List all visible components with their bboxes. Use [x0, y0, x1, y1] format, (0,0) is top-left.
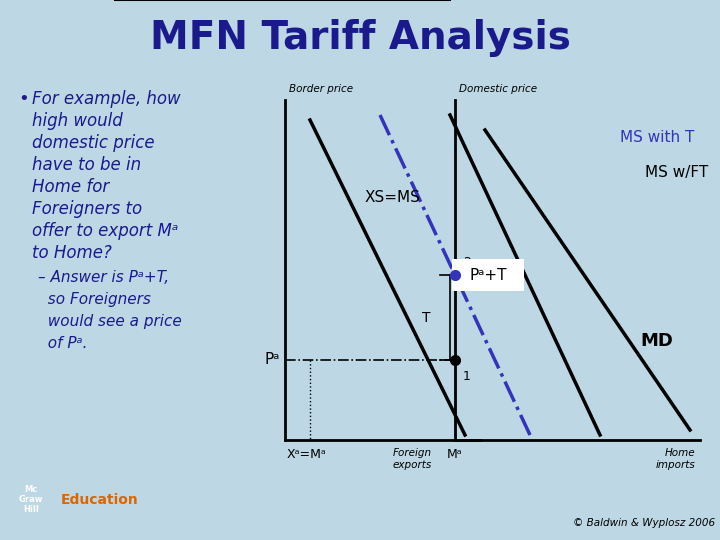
Text: would see a price: would see a price	[38, 314, 181, 329]
Text: Border price: Border price	[289, 84, 353, 94]
Text: Xᵃ=Mᵃ: Xᵃ=Mᵃ	[287, 448, 327, 461]
Text: For example, how: For example, how	[32, 90, 181, 108]
Text: of Pᵃ.: of Pᵃ.	[38, 336, 88, 351]
Text: Pᵃ: Pᵃ	[265, 353, 280, 368]
Text: XS=MS: XS=MS	[365, 190, 421, 205]
Text: Home
imports: Home imports	[655, 448, 695, 470]
Text: Mc
Graw
Hill: Mc Graw Hill	[19, 484, 43, 515]
Text: Domestic price: Domestic price	[459, 84, 537, 94]
Text: Mᵃ: Mᵃ	[447, 448, 463, 461]
Text: Foreign
exports: Foreign exports	[393, 448, 432, 470]
Text: high would: high would	[32, 112, 122, 130]
Text: 2: 2	[463, 256, 471, 269]
Text: MS w/FT: MS w/FT	[645, 165, 708, 180]
Text: © Baldwin & Wyplosz 2006: © Baldwin & Wyplosz 2006	[573, 518, 715, 528]
Text: 1: 1	[463, 370, 471, 383]
Text: MFN Tariff Analysis: MFN Tariff Analysis	[150, 19, 570, 57]
Text: MS with T: MS with T	[620, 130, 694, 145]
Text: MD: MD	[640, 332, 673, 350]
Text: so Foreigners: so Foreigners	[38, 292, 151, 307]
Text: domestic price: domestic price	[32, 134, 155, 152]
Text: to Home?: to Home?	[32, 244, 112, 262]
Text: Foreigners to: Foreigners to	[32, 200, 142, 218]
Text: •: •	[18, 90, 29, 108]
Text: – Answer is Pᵃ+T,: – Answer is Pᵃ+T,	[38, 270, 169, 285]
FancyBboxPatch shape	[452, 259, 524, 291]
Text: offer to export Mᵃ: offer to export Mᵃ	[32, 222, 179, 240]
Text: T: T	[421, 310, 430, 325]
Text: Home for: Home for	[32, 178, 109, 196]
Text: have to be in: have to be in	[32, 156, 141, 174]
Text: Education: Education	[61, 492, 139, 507]
Text: Pᵃ+T: Pᵃ+T	[469, 267, 507, 282]
